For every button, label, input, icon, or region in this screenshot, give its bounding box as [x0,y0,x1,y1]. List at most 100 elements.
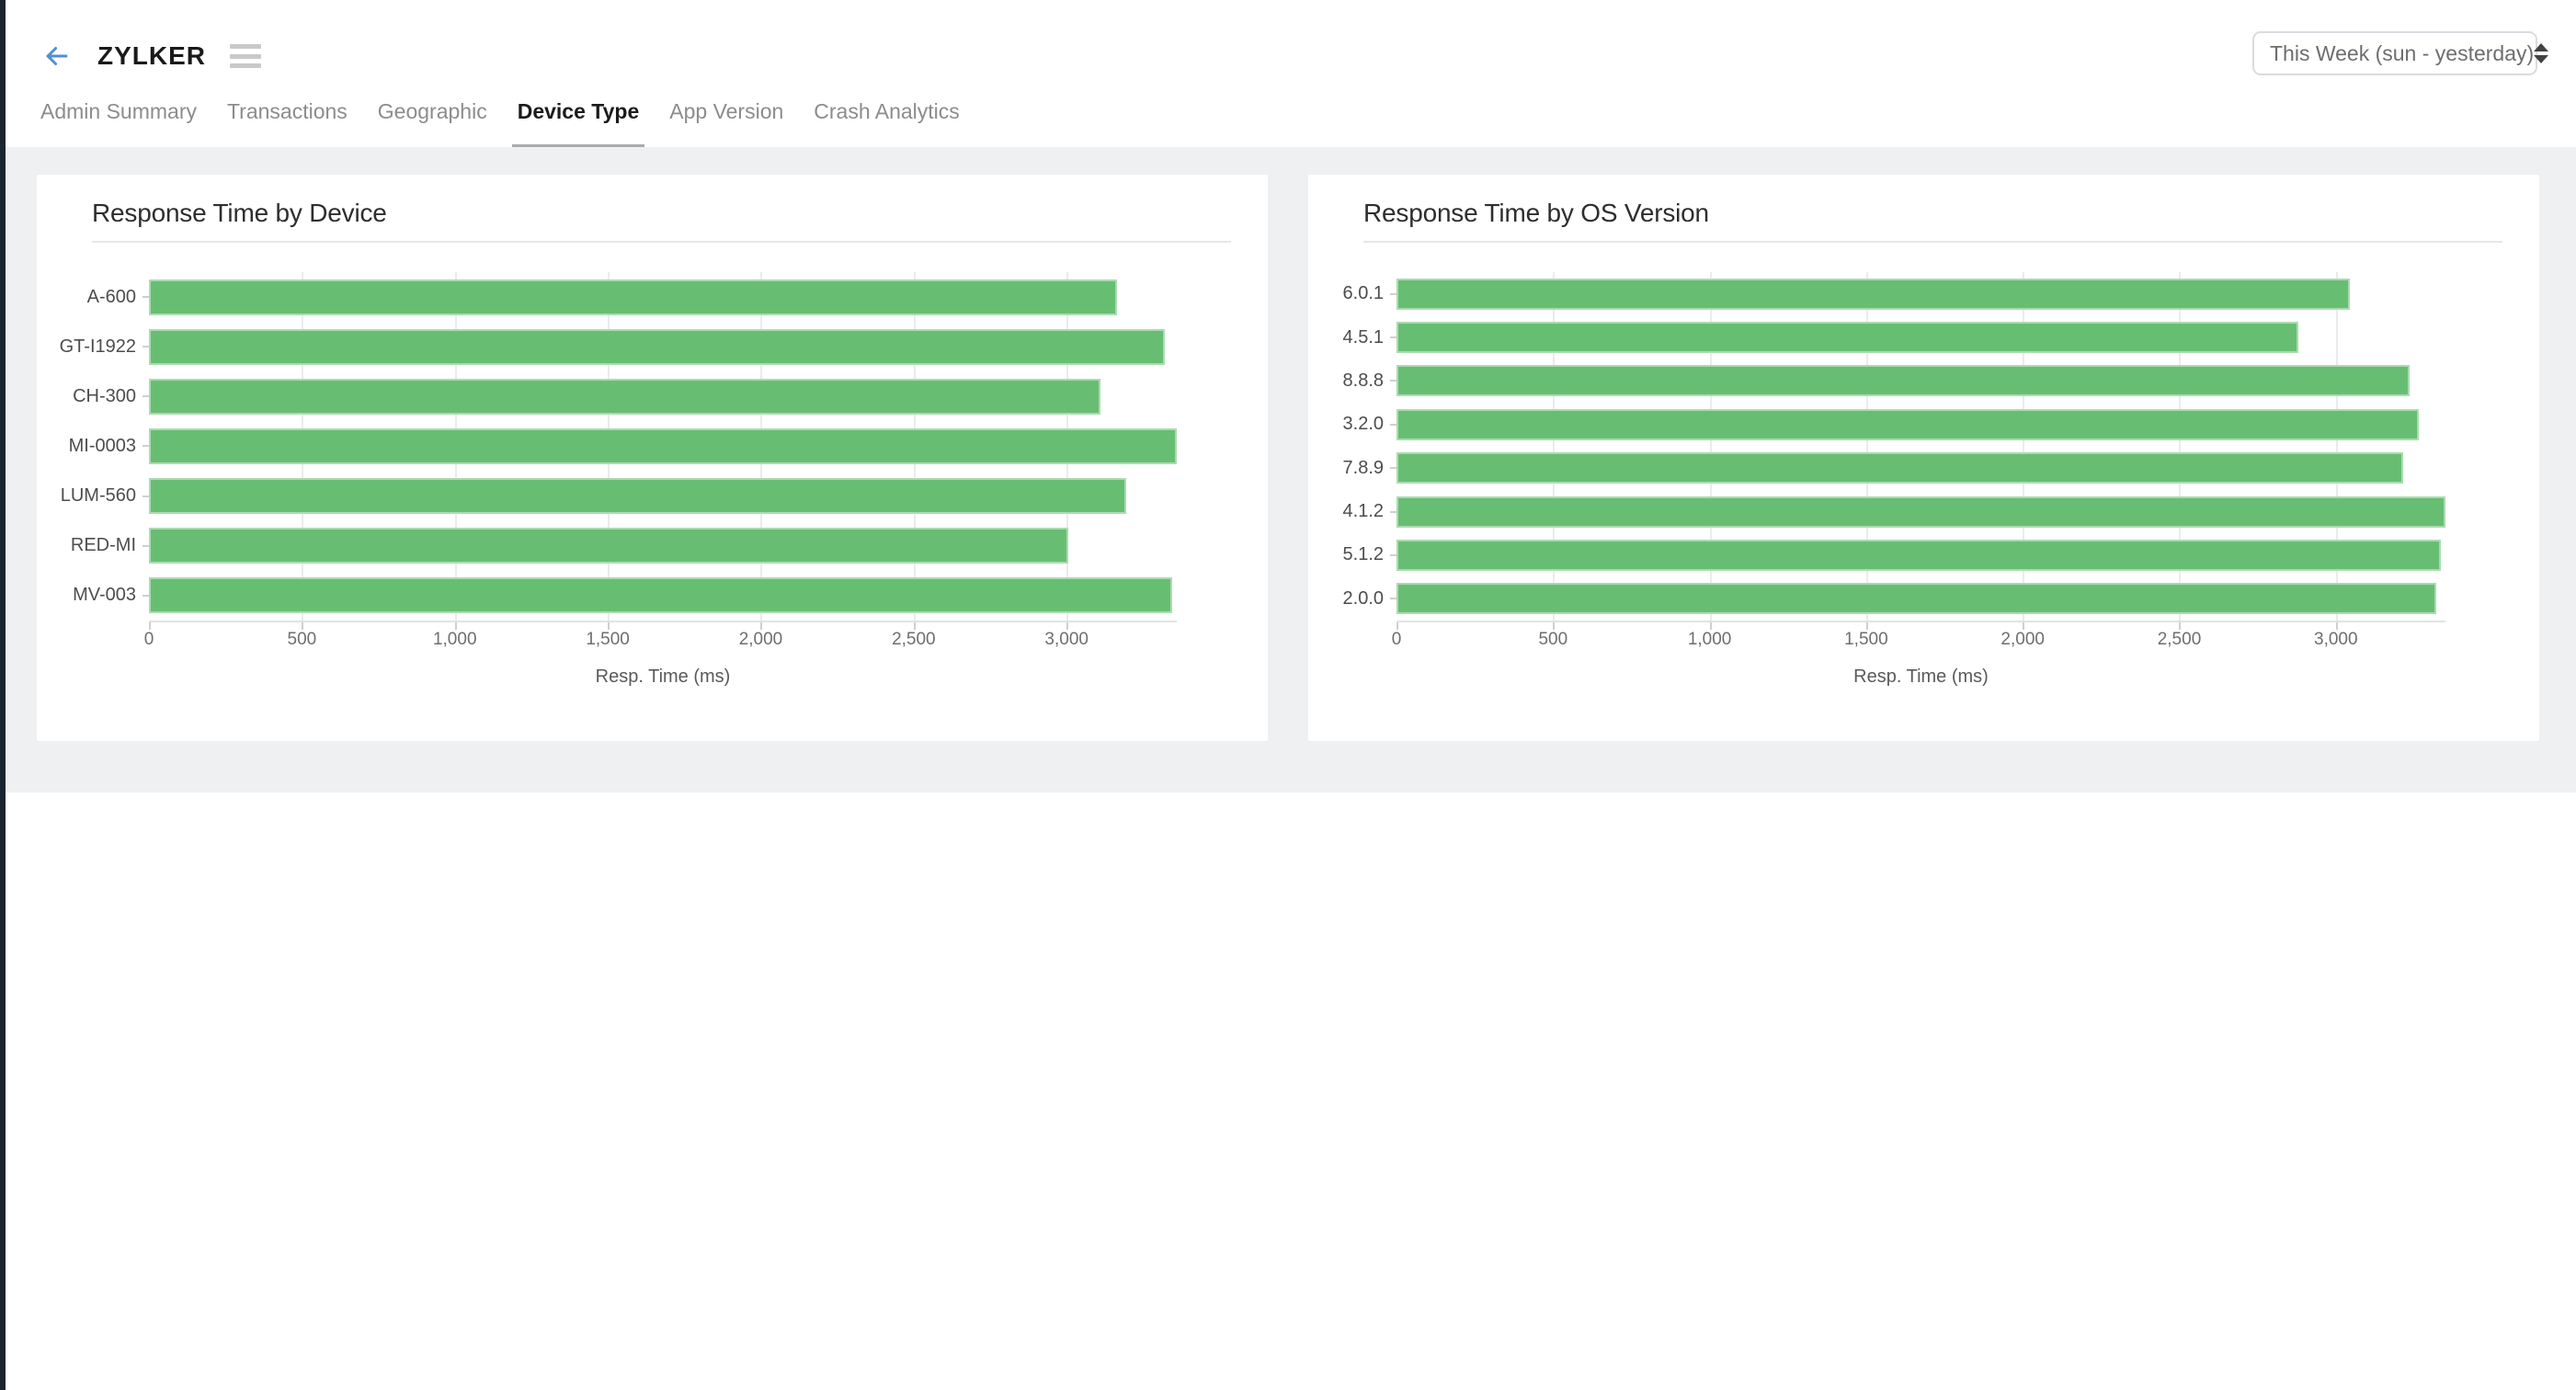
page-title: ZYLKER [97,41,206,70]
back-button[interactable] [40,40,74,73]
bar-mv-003[interactable] [149,577,1172,614]
chart-title: Response Time by Device [92,199,387,227]
bar-row [1396,359,2445,403]
bar-row [1396,315,2445,359]
x-tick-mark [1865,622,1868,630]
bar-7.8.9[interactable] [1396,452,2404,484]
bar-4.1.2[interactable] [1396,496,2445,528]
bar-mi-0003[interactable] [149,427,1177,464]
x-tick-label: 2,500 [2157,630,2202,649]
y-axis-label-row: 5.1.2 [1327,533,1396,576]
period-select-value: This Week (sun - yesterday) [2270,40,2535,65]
category-label: MV-003 [73,585,136,606]
bar-row [1396,577,2445,621]
y-tick-mark [142,296,149,299]
x-tick-label: 1,500 [586,630,630,649]
x-tick-mark [2023,622,2025,630]
x-tick-mark [760,622,763,630]
x-tick-label: 1,500 [1844,630,1888,649]
x-tick-mark [302,622,304,630]
gridline [1709,272,1712,621]
bar-ch-300[interactable] [149,378,1100,415]
select-updown-icon [2534,43,2549,63]
x-tick-mark [1066,622,1069,630]
category-label: RED-MI [70,535,136,556]
window-left-edge [0,0,6,1390]
y-axis-label-row: 4.5.1 [1327,315,1396,359]
bar-5.1.2[interactable] [1396,539,2441,571]
y-axis-label-row: GT-I1922 [55,322,149,371]
menu-button[interactable] [230,44,261,68]
bar-red-mi[interactable] [149,528,1068,564]
y-tick-mark [142,346,149,348]
category-label: 6.0.1 [1342,283,1384,304]
y-tick-mark [142,445,149,448]
tab-transactions[interactable]: Transactions [226,99,348,123]
tab-crash-analytics[interactable]: Crash Analytics [814,99,960,123]
x-tick-label: 3,000 [2314,630,2358,649]
y-tick-mark [1390,553,1396,556]
period-select[interactable]: This Week (sun - yesterday) [2252,31,2549,75]
category-label: 7.8.9 [1342,457,1384,478]
y-tick-mark [1390,292,1396,295]
dashboard-content: Response Time by Device A-600 GT-I1922 CH-… [0,147,2576,792]
tab-geographic[interactable]: Geographic [377,99,487,123]
category-label: CH-300 [73,385,136,406]
x-tick-mark [1553,622,1556,630]
hamburger-icon [230,44,261,49]
y-axis-label-row: RED-MI [55,521,149,571]
bar-row [149,322,1177,371]
y-tick-mark [1390,467,1396,470]
tab-device-type[interactable]: Device Type [511,99,644,149]
bar-row [1396,533,2445,576]
bar-gt-i1922[interactable] [149,328,1165,365]
x-tick-label: 0 [143,630,154,649]
x-tick-label: 3,000 [1044,630,1089,649]
x-tick-mark [149,622,151,630]
category-label: 8.8.8 [1342,370,1384,391]
bar-row [1396,403,2445,446]
bar-row [149,272,1177,322]
bar-8.8.8[interactable] [1396,365,2410,397]
x-tick-label: 0 [1391,630,1402,649]
bar-row [149,421,1177,471]
category-label: 2.0.0 [1342,587,1384,609]
y-tick-mark [1390,380,1396,382]
x-tick-mark [913,622,916,630]
x-tick-label: 1,000 [1687,630,1732,649]
bar-3.2.0[interactable] [1396,408,2420,440]
category-label: GT-I1922 [59,336,136,357]
x-tick-mark [1709,622,1712,630]
x-tick-label: 2,000 [738,630,783,649]
x-tick-label: 2,500 [892,630,936,649]
y-tick-mark [142,594,149,597]
gridline [2179,272,2182,621]
x-axis-line [149,621,1177,630]
y-axis-label-row: 3.2.0 [1327,403,1396,446]
y-tick-mark [1390,423,1396,426]
gridline [1865,272,1868,621]
bar-row [149,571,1177,621]
category-label: A-600 [86,286,136,307]
category-label: 3.2.0 [1342,414,1384,435]
y-axis-label-row: 7.8.9 [1327,447,1396,490]
tab-app-version[interactable]: App Version [669,99,784,123]
y-tick-mark [1390,510,1396,513]
bar-4.5.1[interactable] [1396,322,2298,354]
bar-lum-560[interactable] [149,478,1127,515]
x-tick-mark [454,622,457,630]
x-tick-label: 500 [1538,630,1568,649]
x-tick-label: 500 [287,630,317,649]
y-tick-mark [1390,336,1396,339]
gridline [2335,272,2338,621]
bar-a-600[interactable] [149,279,1118,315]
y-axis-label-row: A-600 [55,272,149,322]
x-axis-title: Resp. Time (ms) [595,667,731,687]
gridline [2023,272,2025,621]
bar-row [1396,490,2445,533]
bar-2.0.0[interactable] [1396,583,2436,615]
bar-6.0.1[interactable] [1396,278,2351,310]
app-header: ZYLKER This Week (sun - yesterday) Admin… [0,0,2576,149]
tab-admin-summary[interactable]: Admin Summary [40,99,197,123]
category-label: LUM-560 [60,485,136,507]
